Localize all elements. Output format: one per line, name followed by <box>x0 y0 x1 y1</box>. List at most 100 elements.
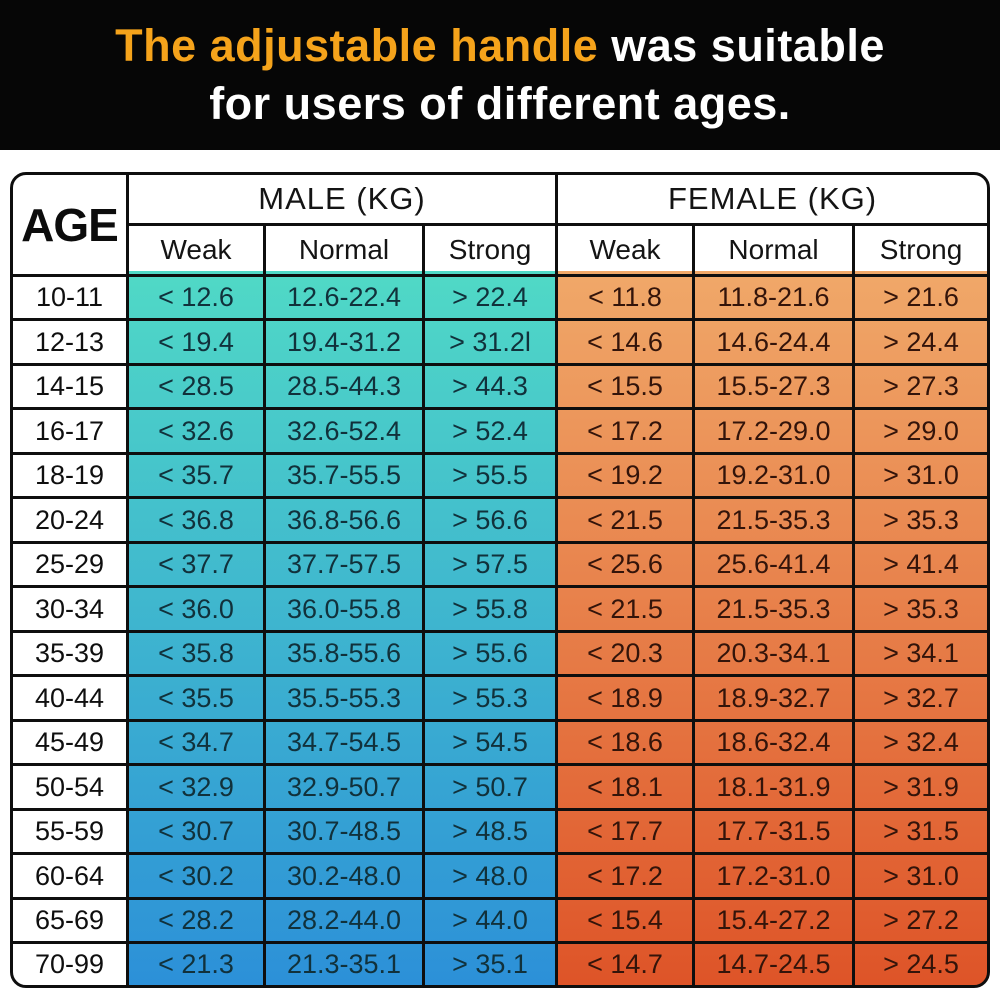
male-value-cell: < 35.5 <box>129 677 266 722</box>
title-highlight: The adjustable handle <box>115 20 599 71</box>
sub-header-row: Weak Normal Strong Weak Normal Strong <box>13 226 987 277</box>
female-value-cell: > 32.4 <box>855 722 987 767</box>
female-value-cell: < 11.8 <box>558 277 696 322</box>
male-value-cell: > 48.0 <box>425 855 559 900</box>
female-value-cell: < 18.1 <box>558 766 696 811</box>
male-value-cell: < 32.6 <box>129 410 266 455</box>
male-value-cell: < 19.4 <box>129 321 266 366</box>
table-row: 70-99 < 21.3 21.3-35.1 > 35.1 < 14.7 14.7-24.… <box>13 944 987 985</box>
female-value-cell: > 35.3 <box>855 588 987 633</box>
male-value-cell: < 35.8 <box>129 632 266 678</box>
age-cell: 16-17 <box>13 410 129 455</box>
table-row: 20-24 < 36.8 36.8-56.6 > 56.6 < 21.5 21.5-35.… <box>13 499 987 544</box>
age-column-header: AGE <box>13 175 129 277</box>
male-value-cell: 28.5-44.3 <box>266 365 425 411</box>
female-value-cell: < 15.4 <box>558 899 696 945</box>
male-value-cell: < 36.8 <box>129 499 266 544</box>
female-value-cell: > 27.3 <box>855 366 987 411</box>
male-group-header: MALE (KG) <box>129 175 559 226</box>
male-value-cell: 28.2-44.0 <box>266 899 425 945</box>
female-value-cell: < 21.5 <box>558 588 696 633</box>
male-strong-header: Strong <box>425 226 559 277</box>
female-value-cell: < 14.6 <box>558 321 696 366</box>
female-value-cell: 14.6-24.4 <box>695 321 856 366</box>
male-value-cell: < 32.9 <box>129 766 266 811</box>
female-value-cell: 11.8-21.6 <box>695 277 856 322</box>
male-value-cell: 12.6-22.4 <box>266 277 425 322</box>
female-value-cell: 15.5-27.3 <box>695 365 856 411</box>
female-value-cell: 19.2-31.0 <box>695 454 856 500</box>
male-value-cell: > 22.4 <box>425 277 559 322</box>
female-strong-header: Strong <box>855 226 987 277</box>
male-value-cell: 30.7-48.5 <box>266 810 425 856</box>
male-value-cell: > 55.5 <box>425 454 559 500</box>
age-cell: 25-29 <box>13 543 129 589</box>
female-value-cell: < 20.3 <box>558 632 696 678</box>
female-value-cell: < 19.2 <box>558 454 696 500</box>
female-value-cell: > 41.4 <box>855 544 987 589</box>
male-value-cell: > 44.0 <box>425 899 559 945</box>
female-value-cell: < 17.7 <box>558 810 696 856</box>
female-value-cell: > 31.9 <box>855 766 987 811</box>
male-value-cell: > 48.5 <box>425 810 559 856</box>
age-strength-table: AGE MALE (KG) FEMALE (KG) Weak Normal St… <box>13 175 987 985</box>
table-row: 25-29 < 37.7 37.7-57.5 > 57.5 < 25.6 25.6-41.… <box>13 543 987 589</box>
female-value-cell: 18.6-32.4 <box>695 721 856 767</box>
age-cell: 40-44 <box>13 677 129 722</box>
male-value-cell: 35.5-55.3 <box>266 677 425 722</box>
male-value-cell: 32.9-50.7 <box>266 766 425 811</box>
male-value-cell: < 30.7 <box>129 810 266 856</box>
group-header-row: AGE MALE (KG) FEMALE (KG) <box>13 175 987 277</box>
male-value-cell: > 55.8 <box>425 588 559 633</box>
female-value-cell: > 31.0 <box>855 855 987 900</box>
table-row: 18-19 < 35.7 35.7-55.5 > 55.5 < 19.2 19.2-31.… <box>13 454 987 500</box>
male-value-cell: > 56.6 <box>425 499 559 544</box>
female-value-cell: > 27.2 <box>855 900 987 945</box>
table-row: 30-34 < 36.0 36.0-55.8 > 55.8 < 21.5 21.5-35.… <box>13 588 987 633</box>
male-value-cell: > 44.3 <box>425 365 559 411</box>
female-value-cell: < 17.2 <box>558 410 696 455</box>
female-value-cell: > 34.1 <box>855 633 987 678</box>
female-value-cell: < 21.5 <box>558 499 696 544</box>
male-value-cell: 37.7-57.5 <box>266 543 425 589</box>
female-value-cell: 18.1-31.9 <box>695 766 856 811</box>
female-value-cell: 17.2-31.0 <box>695 855 856 900</box>
age-cell: 70-99 <box>13 944 129 985</box>
female-value-cell: 18.9-32.7 <box>695 677 856 722</box>
age-cell: 12-13 <box>13 321 129 366</box>
female-normal-header: Normal <box>695 226 856 277</box>
female-value-cell: < 17.2 <box>558 855 696 900</box>
female-value-cell: < 18.9 <box>558 677 696 722</box>
male-value-cell: 30.2-48.0 <box>266 855 425 900</box>
male-value-cell: < 28.2 <box>129 899 266 945</box>
male-value-cell: 19.4-31.2 <box>266 321 425 366</box>
male-value-cell: 21.3-35.1 <box>266 944 425 985</box>
female-value-cell: < 14.7 <box>558 944 696 985</box>
female-value-cell: 25.6-41.4 <box>695 543 856 589</box>
male-value-cell: 36.0-55.8 <box>266 588 425 633</box>
female-value-cell: 15.4-27.2 <box>695 899 856 945</box>
age-cell: 10-11 <box>13 277 129 322</box>
female-value-cell: > 24.5 <box>883 949 959 980</box>
male-value-cell: > 57.5 <box>425 543 559 589</box>
female-value-cell: < 18.6 <box>558 721 696 767</box>
table-row: 35-39 < 35.8 35.8-55.6 > 55.6 < 20.3 20.3-34.… <box>13 632 987 678</box>
male-value-cell: < 36.0 <box>129 588 266 633</box>
female-value-cell: < 25.6 <box>558 543 696 589</box>
title-rest: was suitable <box>598 20 885 71</box>
male-value-cell: > 31.2l <box>425 321 559 366</box>
age-cell: 30-34 <box>13 588 129 633</box>
male-value-cell: 34.7-54.5 <box>266 721 425 767</box>
title-line-2: for users of different ages. <box>209 78 791 129</box>
female-value-cell: < 15.5 <box>558 365 696 411</box>
age-cell: 18-19 <box>13 454 129 500</box>
female-value-cell: > 31.5 <box>855 811 987 856</box>
male-value-cell: 35.7-55.5 <box>266 454 425 500</box>
female-value-cell: > 29.0 <box>855 410 987 455</box>
age-cell: 65-69 <box>13 899 129 945</box>
male-value-cell: > 35.1 <box>425 944 559 985</box>
female-weak-header: Weak <box>558 226 696 277</box>
table-row: 45-49 < 34.7 34.7-54.5 > 54.5 < 18.6 18.6-32.… <box>13 721 987 767</box>
male-value-cell: < 37.7 <box>129 543 266 589</box>
female-value-cell: > 32.7 <box>855 677 987 722</box>
